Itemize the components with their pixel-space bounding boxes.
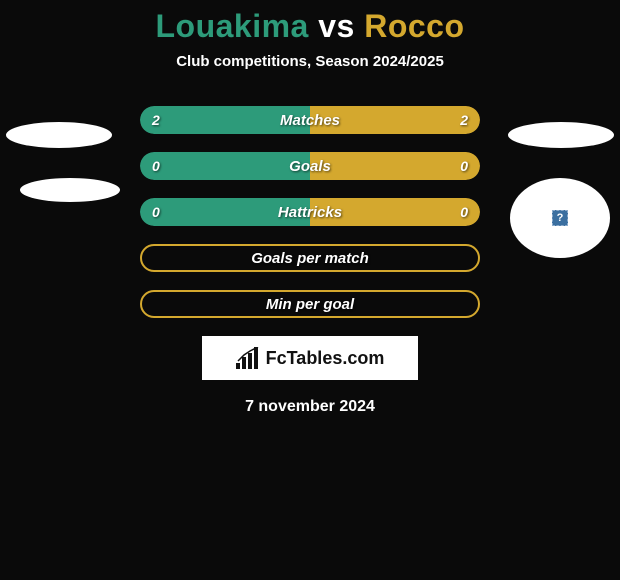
- subtitle: Club competitions, Season 2024/2025: [0, 53, 620, 70]
- page-title: Louakima vs Rocco: [0, 8, 620, 45]
- stat-row: 0 0 Hattricks: [140, 198, 480, 226]
- stat-row: 2 2 Matches: [140, 106, 480, 134]
- player1-name: Louakima: [155, 8, 308, 44]
- date-text: 7 november 2024: [0, 398, 620, 416]
- decorative-ellipse: [20, 178, 120, 202]
- comparison-card: Louakima vs Rocco Club competitions, Sea…: [0, 0, 620, 416]
- branding-text: FcTables.com: [266, 348, 385, 369]
- decorative-circle: ?: [510, 178, 610, 258]
- vs-text: vs: [318, 8, 355, 44]
- stat-label: Min per goal: [266, 296, 354, 313]
- stat-label: Goals: [289, 158, 331, 175]
- player2-name: Rocco: [364, 8, 464, 44]
- stat-row: Goals per match: [140, 244, 480, 272]
- branding-badge: FcTables.com: [202, 336, 418, 380]
- stat-label: Matches: [280, 112, 340, 129]
- stat-row: Min per goal: [140, 290, 480, 318]
- decorative-ellipse: [508, 122, 614, 148]
- stat-value-right: 0: [460, 204, 468, 220]
- stat-value-left: 0: [152, 204, 160, 220]
- stat-label: Goals per match: [251, 250, 369, 267]
- stat-value-left: 0: [152, 158, 160, 174]
- stat-label: Hattricks: [278, 204, 342, 221]
- decorative-ellipse: [6, 122, 112, 148]
- stat-fill-right: [310, 152, 480, 180]
- help-icon: ?: [552, 210, 568, 226]
- stat-value-left: 2: [152, 112, 160, 128]
- stat-fill-left: [140, 152, 310, 180]
- stat-value-right: 2: [460, 112, 468, 128]
- stat-value-right: 0: [460, 158, 468, 174]
- logo-icon: [236, 347, 262, 369]
- stat-row: 0 0 Goals: [140, 152, 480, 180]
